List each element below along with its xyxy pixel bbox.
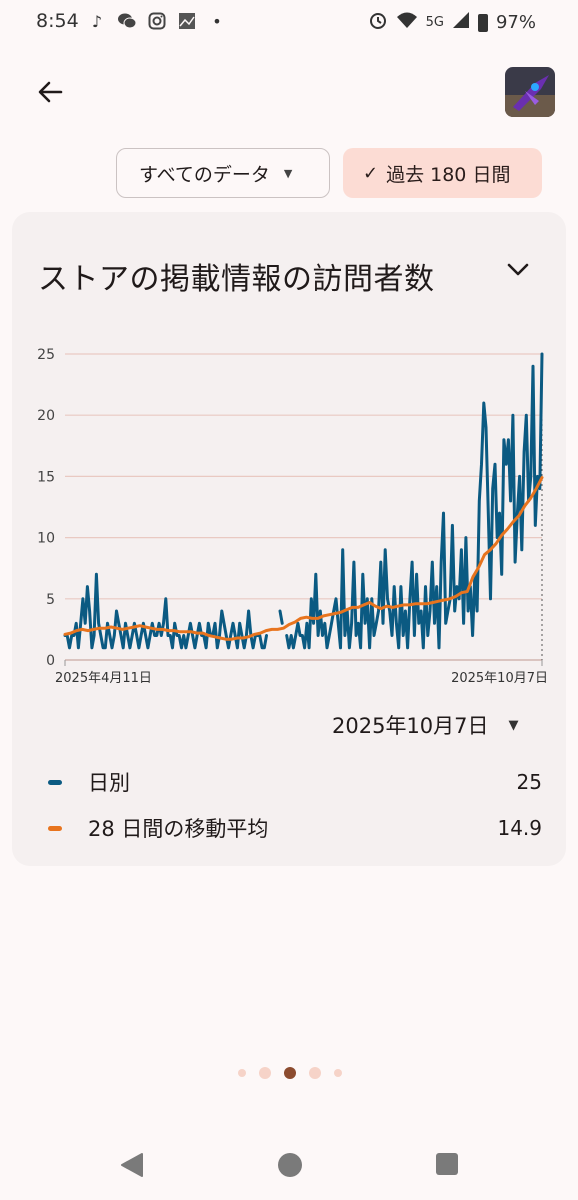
- wechat-icon: [116, 10, 138, 32]
- dot-icon: •: [212, 11, 222, 31]
- chevron-down-icon: [507, 263, 529, 276]
- nav-back-icon[interactable]: [118, 1151, 146, 1179]
- battery-icon: [477, 13, 488, 32]
- x-tick-label-end: 2025年10月7日: [451, 671, 548, 686]
- page-dot-active[interactable]: [284, 1067, 296, 1079]
- caret-down-icon: ▼: [283, 166, 293, 180]
- app-icon[interactable]: [505, 67, 555, 117]
- page-dot[interactable]: [309, 1067, 321, 1079]
- status-time: 8:54: [36, 10, 79, 32]
- legend-item-daily: 日別 25: [48, 767, 548, 797]
- y-tick-label: 10: [37, 531, 55, 547]
- caret-down-icon: ▼: [508, 717, 519, 733]
- system-nav-bar: [0, 1135, 578, 1195]
- page-dot[interactable]: [334, 1069, 342, 1077]
- back-button[interactable]: [30, 72, 70, 112]
- legend-label: 28 日間の移動平均: [88, 817, 269, 841]
- gallery-icon: [176, 10, 198, 32]
- status-bar: 8:54 ♪ • 5G 97%: [0, 0, 578, 44]
- legend-item-average: 28 日間の移動平均 14.9: [48, 813, 548, 843]
- page-indicator: [238, 1067, 342, 1079]
- page-dot[interactable]: [259, 1067, 271, 1079]
- signal-icon: [452, 11, 470, 34]
- card-title: ストアの掲載情報の訪問者数: [38, 262, 435, 297]
- expand-button[interactable]: [500, 252, 536, 288]
- alarm-icon: [368, 10, 388, 35]
- network-type: 5G: [425, 15, 444, 30]
- series-line-average: [63, 476, 544, 641]
- range-label: 過去 180 日間: [386, 163, 511, 186]
- check-icon: ✓: [363, 162, 379, 184]
- tiktok-icon: ♪: [91, 11, 103, 31]
- arrow-left-icon: [38, 81, 63, 103]
- legend-value: 14.9: [497, 816, 542, 840]
- legend-swatch-average: [48, 825, 62, 831]
- wifi-icon: [396, 11, 418, 34]
- series-line-daily: [63, 352, 544, 650]
- visitors-card: ストアの掲載情報の訪問者数 0 5 10 15 20 25 2025年4月11日 2025年1…: [12, 212, 566, 866]
- y-tick-label: 0: [46, 653, 55, 669]
- visitors-chart: 0 5 10 15 20 25 2025年4月11日 2025年10月7日: [37, 347, 548, 686]
- legend-label: 日別: [88, 771, 130, 795]
- instagram-icon: [146, 10, 168, 32]
- y-tick-label: 20: [37, 408, 55, 424]
- all-data-filter[interactable]: すべてのデータ ▼: [116, 148, 330, 198]
- selected-date: 2025年10月7日: [332, 714, 489, 738]
- nav-home-icon[interactable]: [276, 1151, 304, 1179]
- battery-level: 97%: [495, 12, 536, 33]
- y-tick-label: 15: [37, 469, 55, 485]
- nav-recents-icon[interactable]: [434, 1151, 460, 1177]
- range-filter-chip[interactable]: ✓ 過去 180 日間: [343, 148, 542, 198]
- date-selector[interactable]: 2025年10月7日 ▼: [332, 710, 519, 740]
- all-data-label: すべてのデータ: [139, 163, 270, 186]
- y-tick-label: 5: [46, 592, 55, 608]
- legend-swatch-daily: [48, 779, 62, 785]
- y-tick-label: 25: [37, 347, 55, 363]
- x-tick-label-start: 2025年4月11日: [55, 671, 152, 686]
- legend-value: 25: [516, 770, 542, 794]
- page-dot[interactable]: [238, 1069, 246, 1077]
